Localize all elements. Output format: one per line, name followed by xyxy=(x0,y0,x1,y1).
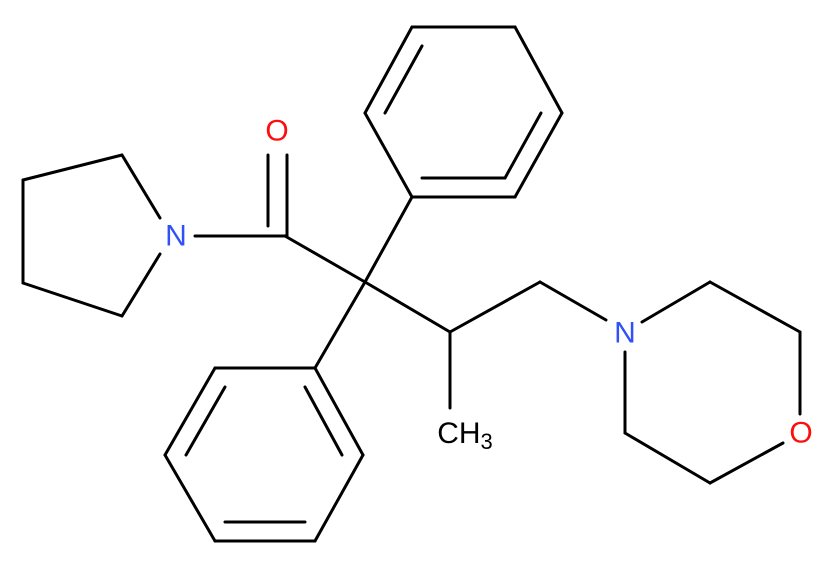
bond xyxy=(363,25,414,115)
bond xyxy=(313,280,367,370)
atom-label: O xyxy=(265,115,288,148)
atom-label: O xyxy=(789,417,812,450)
atom-label: CH3 xyxy=(437,417,493,454)
bond xyxy=(513,25,564,115)
bond xyxy=(448,280,542,334)
bond xyxy=(313,366,365,457)
bond xyxy=(383,44,424,115)
bond xyxy=(513,111,564,199)
bond xyxy=(503,111,543,180)
bond xyxy=(120,252,162,318)
bond xyxy=(623,431,712,485)
bond xyxy=(163,366,217,457)
atom-label: N xyxy=(614,317,636,350)
methyl-subscript: 3 xyxy=(481,429,493,454)
bond xyxy=(363,280,452,334)
bond xyxy=(283,234,367,284)
bond xyxy=(163,453,217,543)
bond xyxy=(708,280,802,334)
bond xyxy=(708,441,785,485)
bond xyxy=(303,385,344,457)
bond xyxy=(363,195,414,284)
atom-label: N xyxy=(165,220,187,253)
bond xyxy=(640,280,712,324)
bond xyxy=(21,153,124,182)
bond xyxy=(313,453,365,543)
bond xyxy=(538,280,608,322)
bond xyxy=(363,111,414,199)
bond xyxy=(184,385,227,457)
bond xyxy=(120,153,162,220)
bonds xyxy=(21,25,802,543)
methyl-label: CH xyxy=(437,417,480,450)
bond xyxy=(21,281,124,318)
